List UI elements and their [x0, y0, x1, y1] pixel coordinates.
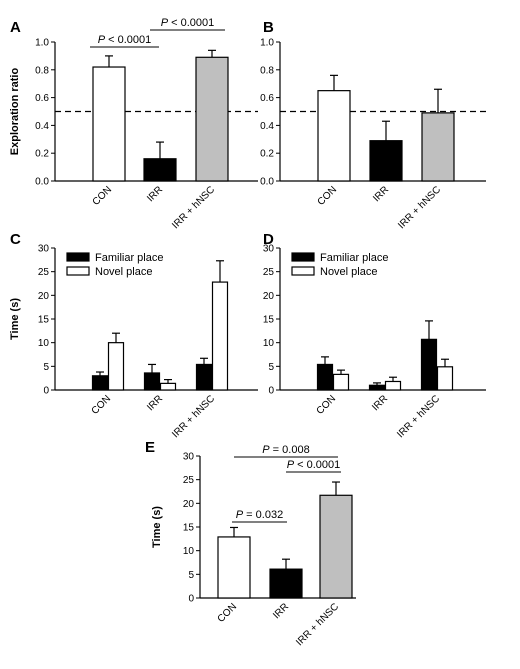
panel-d-y-tick-label: 20 — [263, 291, 275, 302]
panel-d-x-tick-label-0: CON — [315, 393, 339, 417]
panel-a-x-tick-label-1: IRR — [145, 184, 165, 204]
panel-b-x-tick-label-0: CON — [316, 184, 340, 208]
panel-c-bar-novel-2 — [211, 281, 229, 391]
panel-e-x-tick-label-2: IRR + hNSC — [294, 601, 341, 648]
panel-d-x-tick-label-1: IRR — [370, 393, 390, 413]
panel-c-y-tick-label: 5 — [43, 362, 49, 373]
panel-e-bar-0 — [217, 536, 251, 599]
panel-c-y-tick-label: 25 — [38, 267, 50, 278]
panel-c-legend-swatch-0 — [66, 252, 90, 262]
panel-c-y-tick-label: 0 — [43, 386, 49, 397]
panel-b-y-tick-label: 0.4 — [260, 121, 274, 132]
panel-d-bar-familiar-2 — [420, 338, 438, 391]
panel-e-bar-2 — [319, 494, 353, 599]
panel-b-x-tick-label-1: IRR — [371, 184, 391, 204]
panel-e-y-axis-label: Time (s) — [151, 506, 163, 548]
panel-e-y-tick-label: 20 — [183, 499, 195, 510]
panel-e-y-tick-label: 15 — [183, 523, 195, 534]
panel-d-y-tick-label: 15 — [263, 315, 275, 326]
panel-d-letter: D — [263, 231, 274, 248]
panel-c-bar-familiar-2 — [195, 363, 213, 391]
panel-b-x-tick-label-2: IRR + hNSC — [396, 184, 443, 231]
panel-c-legend-label-0: Familiar place — [95, 252, 163, 264]
panel-c-legend-label-1: Novel place — [95, 266, 152, 278]
panel-b-y-tick-label: 1.0 — [260, 38, 274, 49]
panel-a-y-tick-label: 0.8 — [35, 65, 49, 76]
panel-c-y-tick-label: 10 — [38, 338, 50, 349]
panel-b-letter: B — [263, 19, 274, 36]
panel-c-y-tick-label: 15 — [38, 315, 50, 326]
panel-b-bar-1 — [369, 140, 403, 182]
panel-a-significance-label-1: P < 0.0001 — [161, 17, 215, 29]
panel-c-x-tick-label-1: IRR — [145, 393, 165, 413]
panel-d-y-tick-label: 5 — [268, 362, 274, 373]
panel-d-y-tick-label: 0 — [268, 386, 274, 397]
panel-d-bar-novel-1 — [384, 380, 402, 391]
panel-c-letter: C — [10, 231, 21, 248]
panel-e-significance-label-0: P = 0.008 — [262, 444, 309, 456]
panel-a-bar-0 — [92, 66, 126, 182]
panel-a-y-tick-label: 0.6 — [35, 93, 49, 104]
panel-a-y-tick-label: 0.2 — [35, 149, 49, 160]
panel-d-bar-novel-2 — [436, 366, 454, 391]
panel-e-bar-1 — [269, 568, 303, 599]
panel-b-y-tick-label: 0.8 — [260, 65, 274, 76]
panel-d-y-tick-label: 10 — [263, 338, 275, 349]
panel-d-y-tick-label: 30 — [263, 244, 275, 255]
panel-e-letter: E — [145, 439, 155, 456]
panel-b-bar-2 — [421, 112, 455, 182]
panel-d-x-tick-label-2: IRR + hNSC — [395, 393, 442, 440]
panel-b-y-tick-label: 0.0 — [260, 177, 274, 188]
panel-e-x-tick-label-0: CON — [216, 601, 240, 625]
panel-e-y-tick-label: 0 — [188, 594, 194, 605]
panel-a-x-tick-label-0: CON — [91, 184, 115, 208]
panel-a-x-tick-label-2: IRR + hNSC — [170, 184, 217, 231]
panel-a-y-tick-label: 0.4 — [35, 121, 49, 132]
panel-e-y-tick-label: 10 — [183, 546, 195, 557]
panel-b-bar-0 — [317, 90, 351, 182]
panel-e-significance-label-1: P < 0.0001 — [287, 459, 341, 471]
panel-e-x-tick-label-1: IRR — [271, 601, 291, 621]
panel-a-significance-label-0: P < 0.0001 — [98, 34, 152, 46]
panel-e-significance-label-2: P = 0.032 — [236, 509, 283, 521]
panel-e-y-tick-label: 30 — [183, 452, 195, 463]
panel-c-x-tick-label-2: IRR + hNSC — [170, 393, 217, 440]
panel-c-y-axis-label: Time (s) — [9, 298, 21, 340]
panel-c-bar-familiar-0 — [91, 375, 109, 391]
panel-c-y-tick-label: 30 — [38, 244, 50, 255]
panel-b-y-tick-label: 0.2 — [260, 149, 274, 160]
panel-a-y-axis-label: Exploration ratio — [9, 68, 21, 156]
panel-d-legend-swatch-0 — [291, 252, 315, 262]
panel-e-y-tick-label: 25 — [183, 475, 195, 486]
panel-d-bar-familiar-0 — [316, 363, 334, 391]
panel-c-y-tick-label: 20 — [38, 291, 50, 302]
panel-d-bar-novel-0 — [332, 373, 350, 391]
panel-c-bar-novel-0 — [107, 342, 125, 391]
panel-a-bar-1 — [143, 158, 177, 182]
panel-a-letter: A — [10, 19, 21, 36]
panel-d-bar-familiar-1 — [368, 384, 386, 391]
panel-a-y-tick-label: 1.0 — [35, 38, 49, 49]
panel-c-bar-novel-1 — [159, 382, 177, 391]
panel-c-x-tick-label-0: CON — [90, 393, 114, 417]
panel-d-y-tick-label: 25 — [263, 267, 275, 278]
panel-a-y-tick-label: 0.0 — [35, 177, 49, 188]
panel-b-y-tick-label: 0.6 — [260, 93, 274, 104]
panel-d-legend-label-1: Novel place — [320, 266, 377, 278]
panel-a-bar-2 — [195, 56, 229, 182]
panel-c-legend-swatch-1 — [66, 266, 90, 276]
panel-e-y-tick-label: 5 — [188, 570, 194, 581]
panel-d-legend-label-0: Familiar place — [320, 252, 388, 264]
panel-d-legend-swatch-1 — [291, 266, 315, 276]
panel-c-bar-familiar-1 — [143, 372, 161, 391]
